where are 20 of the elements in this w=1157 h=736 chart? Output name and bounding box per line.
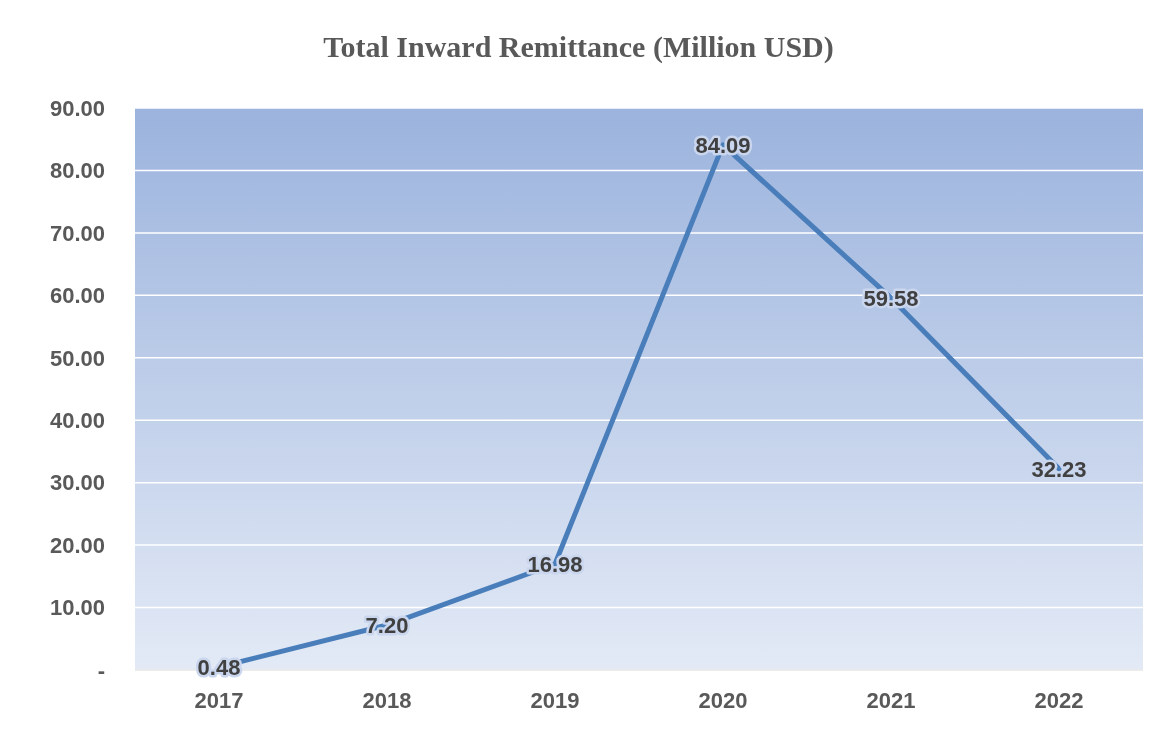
x-tick-label: 2022 <box>1034 687 1084 713</box>
y-tick-label: 70.00 <box>49 220 105 246</box>
y-tick-label: - <box>97 657 105 683</box>
y-tick-label: 20.00 <box>49 532 105 558</box>
y-tick-label: 10.00 <box>49 595 105 621</box>
y-tick-label: 40.00 <box>49 408 105 434</box>
x-tick-label: 2020 <box>698 687 748 713</box>
data-label: 0.48 <box>197 655 241 680</box>
x-tick-label: 2019 <box>530 687 580 713</box>
x-tick-label: 2021 <box>866 687 916 713</box>
data-label: 84.09 <box>695 132 751 158</box>
x-tick-label: 2017 <box>194 687 244 713</box>
y-tick-label: 90.00 <box>49 95 105 121</box>
x-tick-label: 2018 <box>362 687 412 713</box>
chart-title: Total Inward Remittance (Million USD) <box>322 30 835 64</box>
y-tick-label: 30.00 <box>49 470 105 496</box>
y-tick-label: 50.00 <box>49 345 105 371</box>
y-tick-label: 60.00 <box>49 283 105 309</box>
y-tick-label: 80.00 <box>49 158 105 184</box>
data-label: 32.23 <box>1031 456 1087 482</box>
